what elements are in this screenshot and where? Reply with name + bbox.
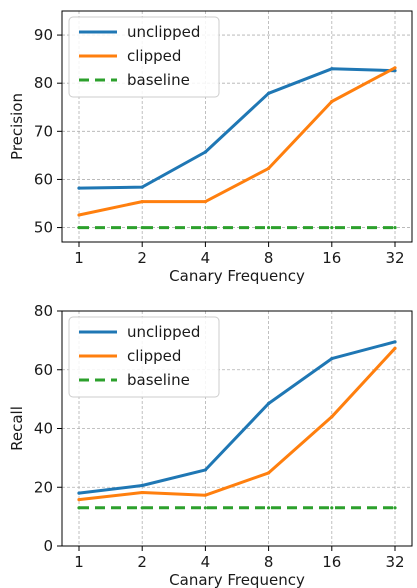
x-tick-label: 8 bbox=[264, 553, 274, 571]
data-point-unclipped bbox=[140, 185, 144, 189]
legend-label-unclipped: unclipped bbox=[127, 323, 200, 341]
data-point-baseline bbox=[77, 225, 81, 230]
x-tick-label: 1 bbox=[74, 249, 84, 267]
y-tick-label: 80 bbox=[34, 302, 53, 320]
data-point-unclipped bbox=[267, 401, 271, 406]
x-tick-label: 16 bbox=[322, 249, 341, 267]
data-point-clipped bbox=[77, 497, 81, 502]
data-point-baseline bbox=[140, 506, 144, 510]
legend: unclipped clipped baseline bbox=[68, 316, 220, 398]
legend-label-unclipped: unclipped bbox=[127, 23, 200, 41]
y-tick-label: 70 bbox=[34, 122, 53, 140]
data-point-baseline bbox=[140, 225, 144, 230]
y-tick-label: 40 bbox=[34, 420, 53, 438]
data-point-clipped bbox=[330, 415, 334, 419]
data-point-clipped bbox=[203, 493, 207, 497]
data-point-clipped bbox=[330, 99, 334, 104]
data-point-clipped bbox=[203, 199, 207, 204]
x-tick-label: 32 bbox=[385, 249, 404, 267]
data-point-baseline bbox=[77, 506, 81, 510]
x-axis-label: Canary Frequency bbox=[169, 267, 305, 285]
x-tick-label: 8 bbox=[264, 249, 274, 267]
y-tick-label: 60 bbox=[34, 361, 53, 379]
data-point-unclipped bbox=[203, 150, 207, 154]
y-tick-label: 50 bbox=[34, 219, 53, 237]
data-point-baseline bbox=[330, 506, 334, 510]
data-point-unclipped bbox=[330, 356, 334, 361]
legend-label-clipped: clipped bbox=[127, 347, 181, 365]
legend-label-clipped: clipped bbox=[127, 47, 181, 65]
y-tick-label: 90 bbox=[34, 26, 53, 44]
data-point-clipped bbox=[393, 66, 397, 70]
data-point-baseline bbox=[203, 225, 207, 230]
y-axis-label: Recall bbox=[8, 406, 26, 451]
y-tick-label: 0 bbox=[43, 537, 53, 555]
data-point-baseline bbox=[203, 506, 207, 510]
data-point-baseline bbox=[330, 225, 334, 230]
legend: unclipped clipped baseline bbox=[68, 16, 220, 98]
data-point-clipped bbox=[267, 471, 271, 475]
legend-box bbox=[68, 316, 220, 398]
data-point-unclipped bbox=[77, 186, 81, 190]
data-point-unclipped bbox=[330, 67, 334, 71]
data-point-clipped bbox=[140, 490, 144, 495]
legend-box bbox=[68, 16, 220, 98]
data-point-baseline bbox=[267, 506, 271, 510]
series-line-unclipped bbox=[78, 340, 396, 495]
data-point-unclipped bbox=[140, 483, 144, 488]
x-tick-label: 2 bbox=[137, 249, 147, 267]
y-axis-label: Precision bbox=[8, 93, 26, 160]
data-point-baseline bbox=[393, 225, 397, 230]
x-tick-label: 2 bbox=[137, 553, 147, 571]
data-point-baseline bbox=[393, 506, 397, 510]
series-line-unclipped bbox=[78, 67, 396, 190]
y-tick-label: 60 bbox=[34, 170, 53, 188]
y-tick-label: 20 bbox=[34, 478, 53, 496]
x-axis-label: Canary Frequency bbox=[169, 571, 305, 588]
legend-label-baseline: baseline bbox=[127, 71, 190, 89]
series-line-clipped bbox=[78, 66, 396, 217]
data-point-clipped bbox=[393, 346, 397, 350]
chart-panel-1: 1 2 4 8 16 32 50 60 70 80 90 Canary Frequency Precis… bbox=[8, 10, 413, 285]
data-point-unclipped bbox=[267, 91, 271, 95]
data-point-unclipped bbox=[203, 468, 207, 472]
series-line-clipped bbox=[78, 347, 397, 502]
data-point-clipped bbox=[77, 213, 81, 217]
x-tick-label: 1 bbox=[74, 553, 84, 571]
y-tick-label: 80 bbox=[34, 74, 53, 92]
data-point-baseline bbox=[267, 225, 271, 230]
data-point-unclipped bbox=[77, 491, 81, 495]
x-tick-label: 4 bbox=[201, 249, 211, 267]
legend-label-baseline: baseline bbox=[127, 371, 190, 389]
x-tick-label: 4 bbox=[201, 553, 211, 571]
data-point-clipped bbox=[140, 199, 144, 204]
x-tick-label: 32 bbox=[385, 553, 404, 571]
data-point-clipped bbox=[267, 166, 271, 170]
plot-frame bbox=[61, 10, 413, 243]
x-tick-label: 16 bbox=[322, 553, 341, 571]
data-point-unclipped bbox=[393, 340, 397, 344]
chart-panel-2: 1 2 4 8 16 32 0 20 40 60 80 Canary Frequency Recall u… bbox=[8, 302, 413, 588]
